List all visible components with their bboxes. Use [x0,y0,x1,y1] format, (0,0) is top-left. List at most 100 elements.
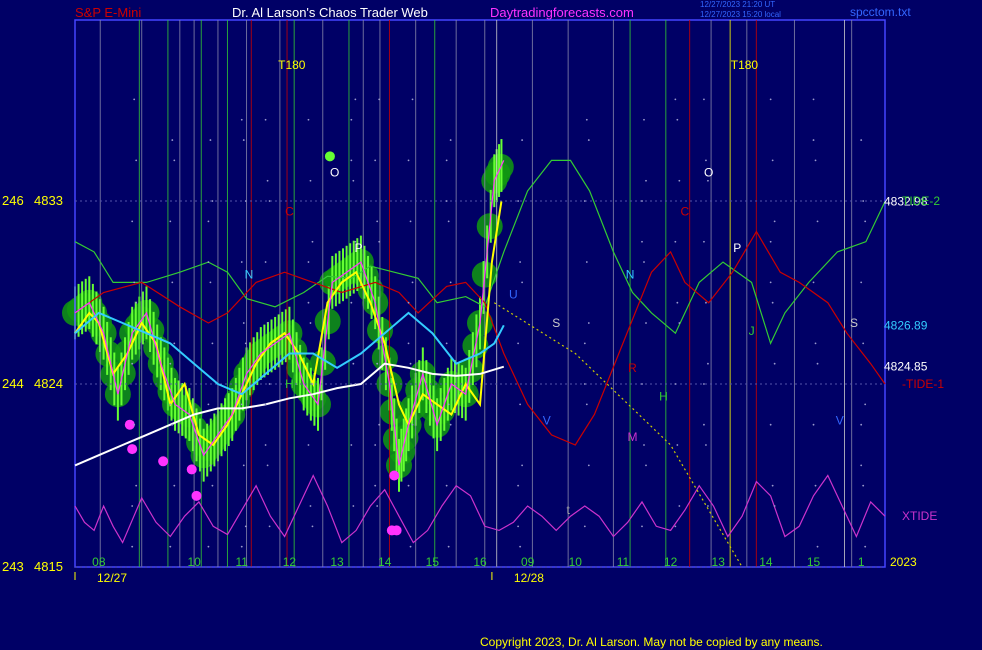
noise-dot [587,322,590,324]
noise-dot [307,301,310,304]
noise-dot [409,220,412,223]
noise-dot [674,240,677,243]
noise-dot [244,342,247,345]
noise-dot [812,423,815,426]
annotation-t180: T180 [278,58,306,72]
noise-dot [376,362,379,365]
magenta-marker-1 [127,444,138,455]
noise-dot [211,342,214,345]
series-projection-dotted [493,302,743,568]
noise-dot [864,220,867,223]
noise-dot [707,362,709,365]
year-label: 2023 [890,555,917,569]
x-hour-label: 11 [236,555,249,569]
noise-dot [773,362,776,365]
x-hour-label: 11 [617,555,630,569]
series-price-magenta [74,160,505,466]
noise-dot [773,505,776,507]
noise-dot [135,484,138,487]
series-tide-1 [74,230,886,446]
noise-dot [814,159,817,162]
noise-dot [519,545,522,548]
annotation-o: O [330,166,339,180]
annotation-t: t [566,503,570,517]
x-hour-label: 14 [759,555,773,569]
noise-dot [240,545,243,548]
noise-dot [816,545,819,548]
noise-dot [862,342,865,345]
label-layer: 246 4833 244 4824 243 4815 4832.98 4826.89 4824.… [2,58,944,585]
noise-dot [816,220,819,223]
noise-dot [860,139,863,141]
noise-dot [703,383,705,385]
noise-dot [171,423,174,426]
noise-dot [771,484,774,487]
vertical-band-layer [62,139,514,492]
noise-dot [587,139,590,141]
noise-dot [311,525,314,528]
copyright-notice: Copyright 2023, Dr. Al Larson. May not b… [480,635,823,649]
noise-dot [676,444,679,446]
noise-dot [131,220,134,223]
noise-dot [242,139,245,141]
green-marker-0 [324,151,335,162]
noise-dot [641,383,643,385]
right-value-label: 4824.85 [884,360,928,374]
noise-dot [411,281,414,284]
noise-dot [264,403,267,406]
noise-dot [350,159,353,162]
noise-dot [374,301,377,304]
noise-dot [350,301,353,304]
noise-dot [674,525,677,528]
noise-dot [585,403,588,406]
x-hour-label: 1 [858,555,865,569]
noise-dot [350,444,353,446]
magenta-marker-3 [186,464,197,475]
noise-dot [209,139,212,141]
x-hour-label: 09 [521,555,535,569]
noise-dot [374,484,377,487]
symbol-title: S&P E-Mini [75,5,142,20]
noise-dot [583,525,586,528]
noise-dot [814,342,817,345]
noise-dot [517,484,520,487]
noise-dot [773,220,776,223]
noise-dot [812,98,815,101]
annotation-p: P [733,241,741,255]
magenta-marker-2 [158,456,169,467]
noise-dot [242,464,245,467]
noise-dot [517,342,520,345]
noise-dot [860,281,863,284]
x-hour-label: 16 [473,555,487,569]
series-white-ma [74,362,505,467]
noise-dot [449,423,452,426]
noise-dot [705,444,707,446]
noise-dot [240,118,243,121]
noise-dot [705,159,707,162]
noise-dot [641,525,643,528]
noise-dot [583,200,586,202]
y-degree-label: 244 [2,376,24,391]
noise-dot [207,403,210,406]
noise-dot [171,139,174,141]
noise-dot [352,505,355,507]
noise-dot [135,159,138,162]
noise-dot [266,179,269,182]
noise-dot [674,383,677,385]
right-value-label: 4826.89 [884,318,928,332]
noise-dot [354,240,357,243]
noise-dot [354,98,357,101]
noise-dot [173,342,176,345]
noise-dot [169,220,172,223]
noise-dot [133,423,136,426]
noise-dot [244,200,247,202]
noise-dot [521,464,524,467]
right-value-label: 4832.98 [884,194,928,208]
noise-dot [169,362,172,365]
noise-dot [131,545,134,548]
noise-dot [449,139,452,141]
noise-dot [678,505,681,507]
noise-dot [409,545,412,548]
noise-dot [378,423,381,426]
noise-dot [864,403,867,406]
